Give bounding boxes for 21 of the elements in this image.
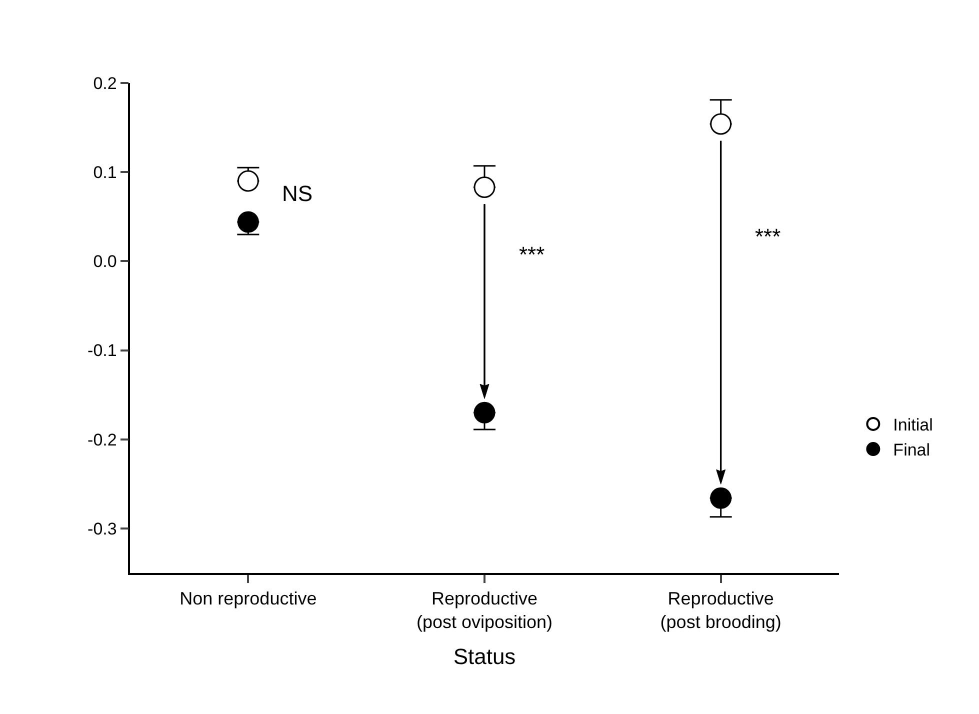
y-tick-label: 0.1 — [93, 163, 117, 182]
annotation: *** — [519, 242, 546, 267]
legend-label: Initial — [893, 416, 933, 435]
point — [474, 402, 496, 424]
x-axis-title: Status — [453, 644, 516, 670]
y-tick-label: 0.2 — [93, 74, 117, 93]
x-tick-label: Non reproductive — [180, 588, 317, 608]
point — [237, 170, 259, 192]
annotation: NS — [282, 181, 313, 206]
annotation: *** — [755, 224, 782, 249]
point — [710, 113, 732, 135]
y-tick-label: -0.2 — [88, 430, 117, 450]
y-tick-label: -0.1 — [88, 341, 117, 360]
point — [710, 487, 732, 509]
y-tick-label: 0.0 — [93, 252, 117, 272]
point — [237, 211, 259, 233]
x-tick-label: Reproductive (post oviposition) — [416, 588, 553, 632]
x-tick-label: Reproductive (post brooding) — [660, 588, 782, 632]
legend-label: Final — [893, 440, 930, 460]
point — [474, 176, 496, 198]
y-tick-label: -0.3 — [88, 519, 117, 538]
